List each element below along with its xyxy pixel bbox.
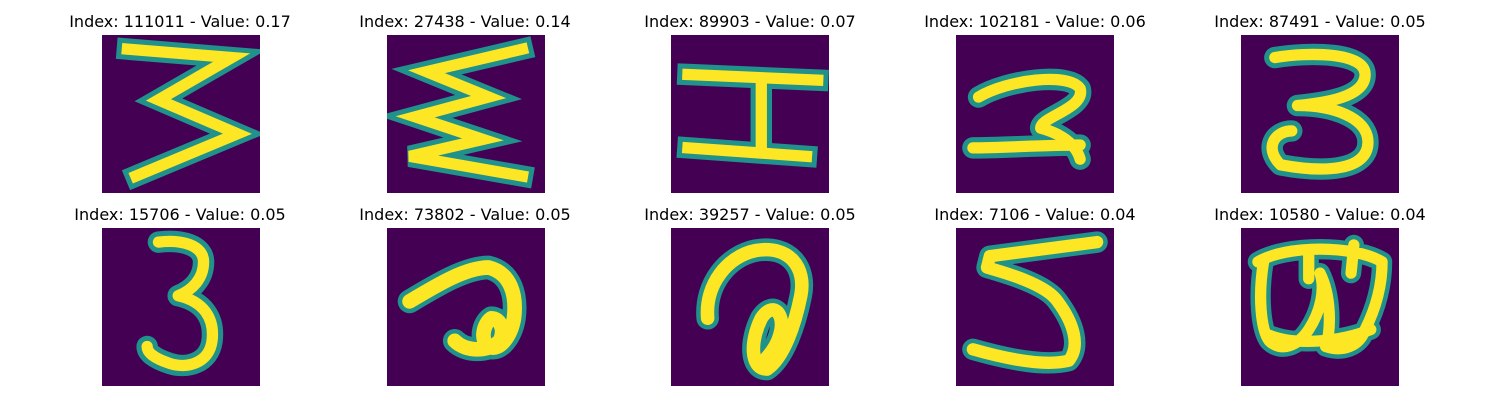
panel-title: Index: 73802 - Value: 0.05 <box>359 205 571 224</box>
panel-title: Index: 111011 - Value: 0.17 <box>69 12 291 31</box>
panel-title: Index: 102181 - Value: 0.06 <box>924 12 1146 31</box>
letter-i-icon <box>671 35 829 193</box>
digit-3-narrow-icon <box>102 228 260 386</box>
panel-title: Index: 7106 - Value: 0.04 <box>934 205 1136 224</box>
panel-title: Index: 15706 - Value: 0.05 <box>74 205 286 224</box>
digit-3-round-icon <box>1241 35 1399 193</box>
panel-title: Index: 10580 - Value: 0.04 <box>1214 205 1426 224</box>
panel-title: Index: 39257 - Value: 0.05 <box>644 205 856 224</box>
digit-5-icon <box>956 228 1114 386</box>
panel-title: Index: 87491 - Value: 0.05 <box>1214 12 1426 31</box>
digit-3-pointed-icon <box>102 35 260 193</box>
digit-8-icon <box>1241 228 1399 386</box>
loop-a-tall-icon <box>671 228 829 386</box>
panel-title: Index: 27438 - Value: 0.14 <box>359 12 571 31</box>
sigma-zigzag-icon <box>387 35 545 193</box>
digit-2-icon <box>956 35 1114 193</box>
loop-a-icon <box>387 228 545 386</box>
panel-title: Index: 89903 - Value: 0.07 <box>644 12 856 31</box>
